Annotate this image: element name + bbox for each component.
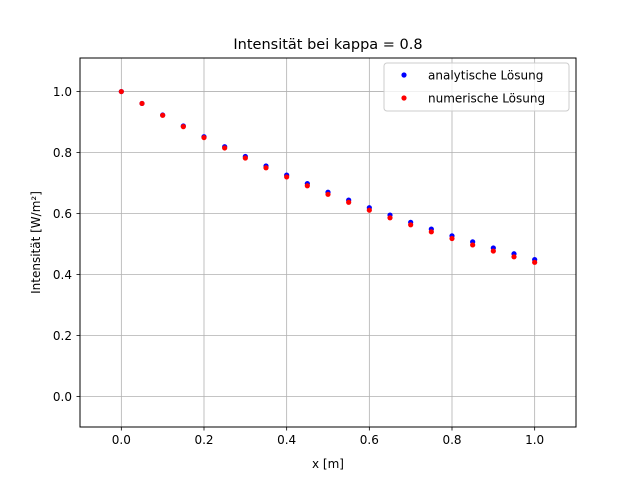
x-axis-title: x [m]: [312, 457, 344, 471]
data-point: [180, 124, 186, 130]
legend-label-analytisch: analytische Lösung: [428, 69, 543, 83]
data-point: [325, 191, 331, 197]
grid-lines: [80, 58, 576, 427]
data-point: [304, 183, 310, 189]
data-point: [263, 165, 269, 171]
data-point: [449, 235, 455, 242]
data-point: [118, 88, 124, 95]
data-point: [490, 248, 496, 254]
y-tick-label: 0.6: [53, 207, 72, 221]
series-layer: [118, 88, 538, 265]
plot-area: [80, 58, 576, 427]
data-point: [139, 100, 145, 107]
y-tick-label: 1.0: [53, 85, 72, 99]
legend-marker-analytisch: [401, 72, 407, 78]
series-numerisch: [118, 88, 538, 265]
legend: analytische Lösung numerische Lösung: [383, 62, 570, 112]
x-tick-label: 0.2: [194, 433, 213, 447]
chart-title: Intensität bei kappa = 0.8: [233, 37, 422, 53]
data-point: [201, 134, 207, 141]
x-tick-label: 0.0: [112, 433, 131, 447]
legend-marker-numerisch: [401, 95, 407, 101]
y-tick-label: 0.2: [53, 329, 72, 343]
legend-box: [383, 62, 570, 112]
data-point: [511, 254, 517, 260]
data-point: [346, 199, 352, 205]
data-point: [470, 242, 476, 248]
data-point: [366, 207, 372, 213]
axis-ticks: 0.0 0.2 0.4 0.6 0.8 1.0 0.0 0.2 0.4 0.6 0.8 1.0: [53, 85, 544, 447]
legend-label-numerisch: numerische Lösung: [428, 92, 545, 106]
x-tick-label: 1.0: [525, 433, 544, 447]
y-tick-label: 0.8: [53, 146, 72, 160]
x-tick-label: 0.4: [277, 433, 296, 447]
y-axis-title: Intensität [W/m²]: [29, 191, 43, 294]
data-point: [532, 259, 538, 265]
data-point: [222, 145, 228, 151]
y-tick-label: 0.0: [53, 390, 72, 404]
data-point: [408, 222, 414, 228]
y-tick-label: 0.4: [53, 268, 72, 282]
data-point: [387, 215, 393, 221]
x-tick-label: 0.8: [442, 433, 461, 447]
data-point: [242, 155, 248, 161]
data-point: [428, 229, 434, 235]
data-point: [160, 112, 166, 118]
x-tick-label: 0.6: [360, 433, 379, 447]
plot-frame: [79, 57, 577, 428]
data-point: [284, 174, 290, 180]
